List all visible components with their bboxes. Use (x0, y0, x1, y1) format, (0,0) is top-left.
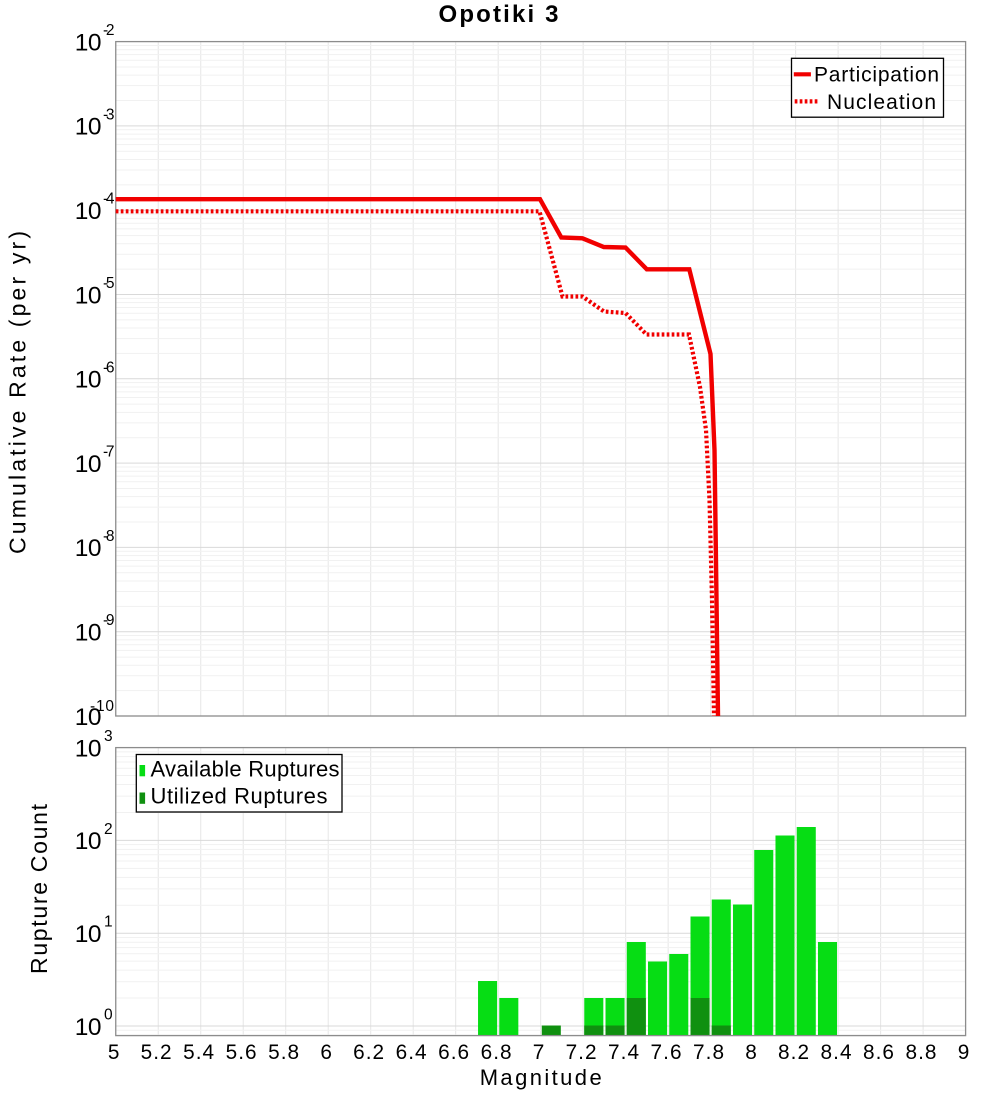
svg-text:Rupture Count: Rupture Count (26, 803, 52, 974)
svg-text:10: 10 (75, 735, 102, 762)
svg-text:6.4: 6.4 (396, 1041, 427, 1064)
svg-text:10: 10 (75, 704, 102, 731)
svg-text:5.6: 5.6 (226, 1041, 257, 1064)
svg-text:-6: -6 (103, 359, 115, 376)
svg-text:5.4: 5.4 (183, 1041, 214, 1064)
svg-text:7.4: 7.4 (608, 1041, 639, 1064)
svg-text:-2: -2 (103, 22, 115, 39)
svg-text:10: 10 (75, 367, 102, 394)
svg-text:2: 2 (104, 821, 113, 838)
svg-text:7: 7 (533, 1041, 545, 1064)
svg-text:10: 10 (75, 1014, 102, 1041)
svg-text:10: 10 (75, 620, 102, 647)
svg-text:10: 10 (75, 921, 102, 948)
svg-text:8.4: 8.4 (821, 1041, 852, 1064)
svg-text:1: 1 (104, 914, 113, 931)
svg-text:8.6: 8.6 (863, 1041, 894, 1064)
svg-text:6.2: 6.2 (353, 1041, 384, 1064)
svg-text:10: 10 (75, 828, 102, 855)
svg-text:10: 10 (75, 114, 102, 141)
svg-text:0: 0 (104, 1007, 113, 1024)
svg-text:3: 3 (104, 728, 113, 745)
svg-text:Nucleation: Nucleation (827, 91, 936, 114)
svg-text:Cumulative Rate (per yr): Cumulative Rate (per yr) (5, 231, 31, 554)
svg-text:-7: -7 (103, 444, 115, 461)
svg-text:-9: -9 (103, 612, 115, 629)
svg-text:6: 6 (320, 1041, 332, 1064)
svg-text:8.2: 8.2 (778, 1041, 809, 1064)
svg-text:5.8: 5.8 (268, 1041, 299, 1064)
svg-text:-4: -4 (103, 191, 115, 208)
svg-text:10: 10 (75, 282, 102, 309)
svg-text:5.2: 5.2 (141, 1041, 172, 1064)
svg-text:10: 10 (75, 29, 102, 56)
svg-text:7.2: 7.2 (566, 1041, 597, 1064)
svg-text:Participation: Participation (814, 63, 939, 86)
svg-text:10: 10 (75, 451, 102, 478)
svg-text:7.6: 7.6 (651, 1041, 682, 1064)
svg-text:-3: -3 (103, 106, 115, 123)
svg-text:-5: -5 (103, 275, 115, 292)
svg-text:8.8: 8.8 (906, 1041, 937, 1064)
svg-text:8: 8 (745, 1041, 757, 1064)
svg-text:Magnitude: Magnitude (480, 1065, 602, 1090)
svg-text:10: 10 (75, 535, 102, 562)
svg-text:5: 5 (108, 1041, 120, 1064)
svg-text:9: 9 (958, 1041, 970, 1064)
svg-text:10: 10 (75, 198, 102, 225)
svg-text:Available Ruptures: Available Ruptures (151, 756, 340, 781)
svg-text:Utilized Ruptures: Utilized Ruptures (151, 784, 328, 809)
svg-text:-8: -8 (103, 528, 115, 545)
svg-text:6.8: 6.8 (481, 1041, 512, 1064)
svg-text:Opotiki 3: Opotiki 3 (439, 1, 559, 28)
svg-text:7.8: 7.8 (693, 1041, 724, 1064)
svg-text:6.6: 6.6 (438, 1041, 469, 1064)
svg-text:-10: -10 (90, 698, 114, 715)
